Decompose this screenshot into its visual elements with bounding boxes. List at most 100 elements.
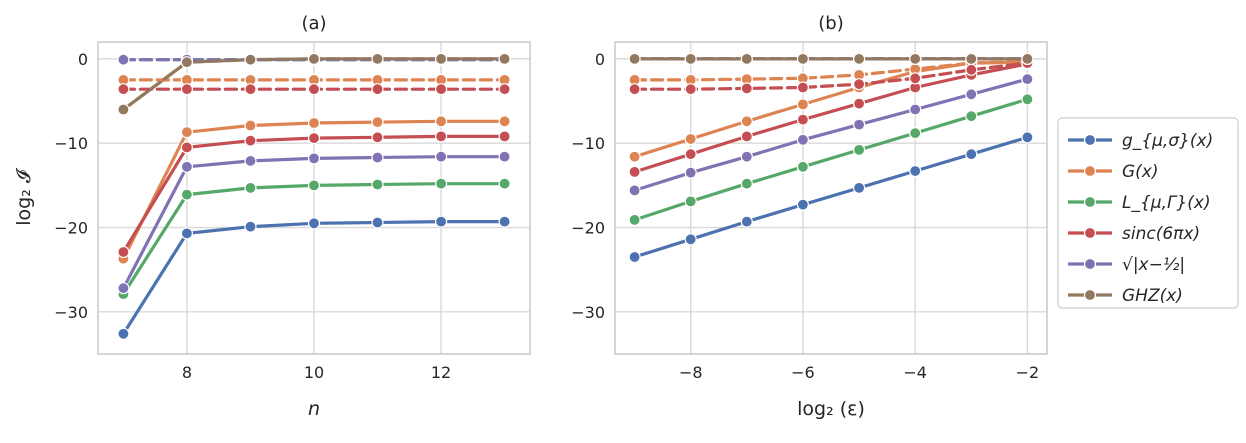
legend-label: √|x−½| <box>1122 255 1185 275</box>
panel-b-y-tick-label: −10 <box>571 134 605 153</box>
legend-entry: L_{μ,Γ}(x) <box>1068 193 1211 213</box>
data-point <box>740 115 753 128</box>
data-point <box>796 113 810 126</box>
data-point <box>909 103 922 116</box>
data-point <box>1021 93 1034 106</box>
panel-a-series <box>117 52 511 340</box>
data-point <box>435 130 448 143</box>
data-point <box>628 184 641 197</box>
panel-b-title: (b) <box>818 13 843 34</box>
data-point <box>796 133 810 146</box>
legend-swatch-marker <box>1083 195 1097 209</box>
data-point <box>852 118 866 131</box>
data-point <box>796 81 810 94</box>
panel-a-x-tick-label: 8 <box>182 363 192 382</box>
series-line <box>632 59 1030 82</box>
data-point <box>965 63 978 76</box>
data-point <box>117 53 130 66</box>
series-line <box>632 135 1030 259</box>
data-point <box>244 154 257 167</box>
data-point <box>628 213 641 226</box>
series-line <box>632 77 1030 192</box>
panel-a-frame <box>97 41 531 355</box>
data-point <box>244 53 257 66</box>
legend-label: GHZ(x) <box>1122 286 1183 306</box>
data-point <box>371 115 384 129</box>
data-point <box>307 116 321 130</box>
panel-b-series-0 <box>628 131 1034 264</box>
data-point <box>435 83 448 96</box>
data-point <box>498 215 511 228</box>
data-point <box>435 115 448 128</box>
data-point <box>307 132 321 145</box>
panel-b-series-4 <box>628 72 1034 197</box>
legend-swatch-marker <box>1083 164 1097 178</box>
legend-label: G(x) <box>1122 162 1159 182</box>
data-point <box>684 166 697 179</box>
panel-b-series-10 <box>628 52 1034 66</box>
data-point <box>852 52 866 66</box>
data-point <box>796 52 810 66</box>
panel-b-y-tick-label: −20 <box>571 219 605 238</box>
data-point <box>1021 52 1034 66</box>
panel-a-y-tick-label: 0 <box>78 50 88 69</box>
legend: g_{μ,σ}(x) G(x) L_{μ,Γ}(x) sinc(6πx) √|x−½| G… <box>1057 117 1239 309</box>
data-point <box>498 130 511 143</box>
data-point <box>498 52 511 66</box>
panel-a-series-4 <box>117 150 511 295</box>
data-point <box>371 178 384 191</box>
panel-b-y-tick-label: 0 <box>595 50 605 69</box>
data-point <box>965 148 978 161</box>
data-point <box>909 72 922 85</box>
panel-b-frame <box>614 41 1048 355</box>
data-point <box>684 195 697 208</box>
data-point <box>117 83 130 96</box>
data-point <box>371 131 384 144</box>
data-point <box>307 179 321 192</box>
legend-label: L_{μ,Γ}(x) <box>1122 193 1211 213</box>
data-point <box>244 119 257 132</box>
panel-a-y-tick-label: −10 <box>54 134 88 153</box>
data-point <box>740 150 753 163</box>
legend-swatch-marker <box>1083 226 1097 240</box>
panel-b-x-ticks: −8 −6 −4 −2 <box>679 363 1039 382</box>
data-point <box>684 83 697 96</box>
legend-entries: g_{μ,σ}(x) G(x) L_{μ,Γ}(x) sinc(6πx) √|x−½| G… <box>1068 131 1213 306</box>
data-point <box>796 160 810 173</box>
data-point <box>628 150 641 163</box>
data-point <box>965 88 978 101</box>
panel-a-y-label: log₂ 𝓘 <box>13 167 35 226</box>
data-point <box>796 98 810 111</box>
panel-b-series <box>628 52 1034 264</box>
data-point <box>180 188 193 201</box>
data-point <box>852 143 866 156</box>
data-point <box>1021 131 1034 144</box>
panel-a-series-0 <box>117 215 511 340</box>
data-point <box>117 282 130 295</box>
data-point <box>909 164 922 178</box>
data-point <box>628 165 641 178</box>
panel-a-y-tick-label: −20 <box>54 219 88 238</box>
data-point <box>435 150 448 163</box>
legend-label: g_{μ,σ}(x) <box>1122 131 1213 151</box>
panel-b-y-ticks: 0 −10 −20 −30 <box>571 50 605 322</box>
panel-b-y-tick-label: −30 <box>571 303 605 322</box>
data-point <box>117 245 130 259</box>
data-point <box>371 83 384 96</box>
panel-a-series-2 <box>117 177 511 301</box>
panel-b-series-2 <box>628 93 1034 226</box>
data-point <box>180 56 193 69</box>
data-point <box>180 83 193 96</box>
data-point <box>180 227 193 240</box>
legend-entry: sinc(6πx) <box>1068 224 1200 244</box>
data-point <box>371 52 384 66</box>
data-point <box>498 150 511 163</box>
panel-b-x-tick-label: −8 <box>679 363 703 382</box>
data-point <box>684 132 697 146</box>
data-point <box>740 52 753 66</box>
legend-entry: g_{μ,σ}(x) <box>1068 131 1213 151</box>
data-point <box>498 83 511 96</box>
panel-a-x-ticks: 8 10 12 <box>182 363 451 382</box>
data-point <box>117 327 130 340</box>
